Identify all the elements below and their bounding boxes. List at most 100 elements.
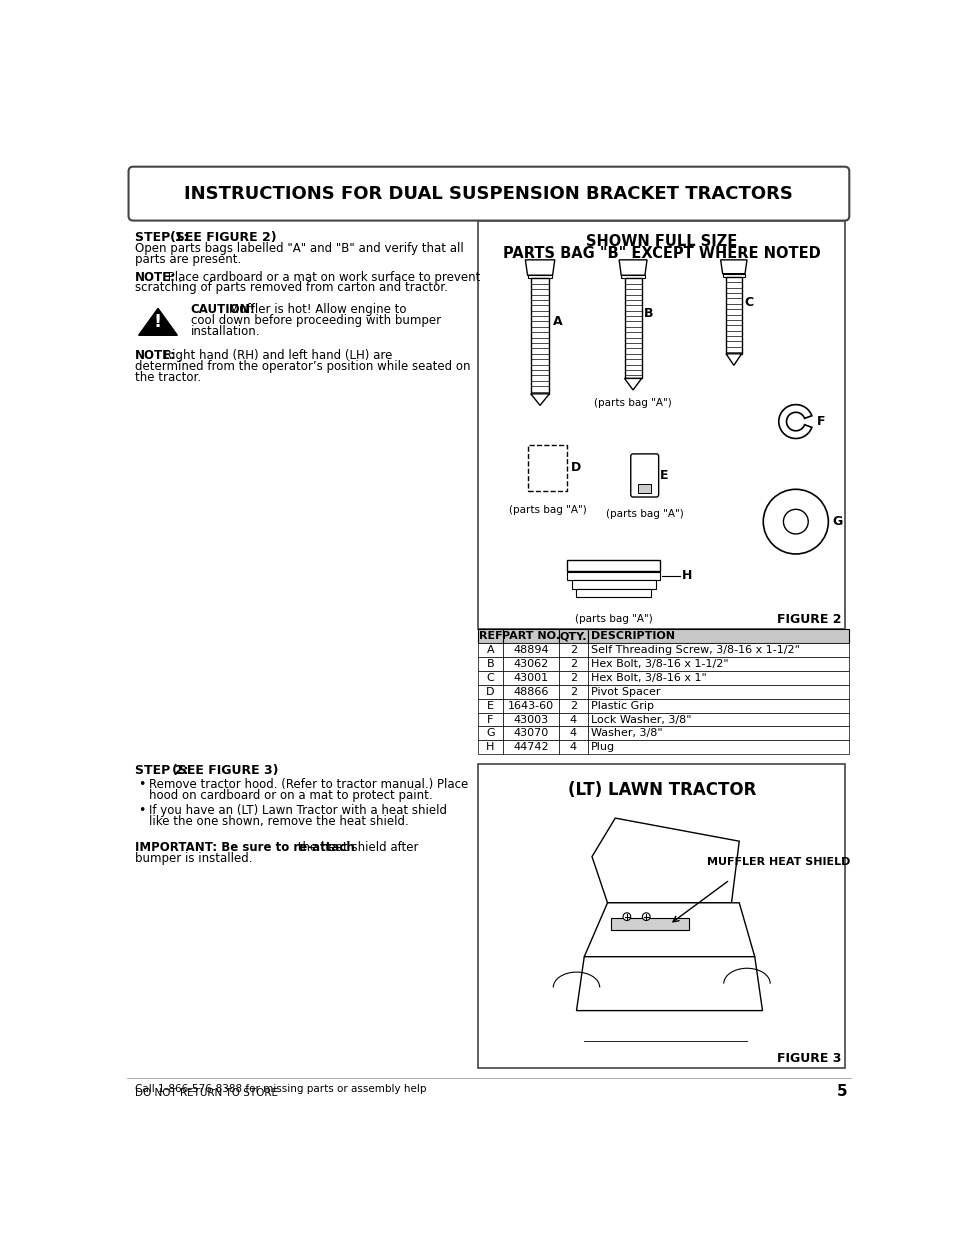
Bar: [587, 643, 847, 657]
Bar: [477, 671, 502, 685]
Bar: [558, 685, 587, 699]
Text: (parts bag "A"): (parts bag "A"): [575, 614, 652, 624]
Text: parts are present.: parts are present.: [134, 253, 241, 266]
Circle shape: [641, 913, 649, 920]
Bar: [587, 726, 847, 740]
Text: PART NO.: PART NO.: [501, 631, 559, 641]
Text: A: A: [486, 645, 494, 656]
Text: (parts bag "A"): (parts bag "A"): [594, 399, 671, 409]
Text: 2: 2: [569, 645, 577, 656]
Polygon shape: [624, 378, 641, 390]
Circle shape: [762, 489, 827, 555]
Text: Open parts bags labelled "A" and "B" and verify that all: Open parts bags labelled "A" and "B" and…: [134, 242, 463, 256]
Bar: [558, 671, 587, 685]
Text: bumper is installed.: bumper is installed.: [134, 852, 252, 864]
Text: Place cardboard or a mat on work surface to prevent: Place cardboard or a mat on work surface…: [164, 270, 480, 284]
Text: 2: 2: [569, 673, 577, 683]
Text: 2: 2: [569, 659, 577, 669]
Text: (parts bag "A"): (parts bag "A"): [605, 509, 683, 519]
Text: Right hand (RH) and left hand (LH) are: Right hand (RH) and left hand (LH) are: [164, 350, 393, 362]
Text: (SEE FIGURE 2): (SEE FIGURE 2): [171, 231, 276, 243]
Text: INSTRUCTIONS FOR DUAL SUSPENSION BRACKET TRACTORS: INSTRUCTIONS FOR DUAL SUSPENSION BRACKET…: [184, 184, 793, 203]
Text: SHOWN FULL SIZE: SHOWN FULL SIZE: [585, 233, 737, 248]
Text: 4: 4: [569, 715, 577, 725]
Bar: [502, 726, 558, 740]
Bar: [477, 726, 502, 740]
Polygon shape: [618, 259, 646, 275]
Bar: [502, 630, 558, 643]
Bar: [502, 699, 558, 713]
Bar: [587, 685, 847, 699]
Bar: [530, 278, 549, 394]
Polygon shape: [778, 405, 811, 438]
Text: STEP 1:: STEP 1:: [134, 231, 196, 243]
Bar: [611, 918, 688, 930]
Text: the tractor.: the tractor.: [134, 370, 201, 384]
Bar: [477, 699, 502, 713]
Text: (LT) LAWN TRACTOR: (LT) LAWN TRACTOR: [567, 782, 755, 799]
Bar: [725, 277, 740, 353]
Text: 2: 2: [569, 687, 577, 697]
Text: hood on cardboard or on a mat to protect paint.: hood on cardboard or on a mat to protect…: [149, 789, 432, 802]
Text: Washer, 3/8": Washer, 3/8": [591, 729, 662, 739]
Text: H: H: [681, 569, 692, 582]
Bar: [502, 657, 558, 671]
Text: determined from the operator’s position while seated on: determined from the operator’s position …: [134, 359, 470, 373]
Bar: [571, 580, 655, 589]
Text: the heat shield after: the heat shield after: [294, 841, 417, 855]
Text: 5: 5: [836, 1084, 847, 1099]
Text: G: G: [831, 515, 841, 529]
Text: F: F: [487, 715, 493, 725]
Bar: [722, 274, 744, 277]
Bar: [620, 275, 644, 278]
Text: FIGURE 2: FIGURE 2: [777, 613, 841, 626]
Text: MUFFLER HEAT SHIELD: MUFFLER HEAT SHIELD: [706, 857, 849, 867]
FancyBboxPatch shape: [129, 167, 848, 221]
FancyBboxPatch shape: [630, 454, 658, 496]
Bar: [567, 572, 659, 580]
Polygon shape: [725, 353, 740, 366]
Text: E: E: [486, 700, 494, 710]
Bar: [576, 589, 650, 597]
Bar: [477, 657, 502, 671]
Bar: [477, 643, 502, 657]
Bar: [502, 685, 558, 699]
Text: 43001: 43001: [513, 673, 548, 683]
Text: 48866: 48866: [513, 687, 548, 697]
Text: H: H: [486, 742, 495, 752]
Bar: [502, 713, 558, 726]
Bar: [587, 671, 847, 685]
Text: 48894: 48894: [513, 645, 548, 656]
Text: Hex Bolt, 3/8-16 x 1-1/2": Hex Bolt, 3/8-16 x 1-1/2": [591, 659, 728, 669]
Text: D: D: [486, 687, 495, 697]
Bar: [477, 685, 502, 699]
Bar: [587, 699, 847, 713]
Text: Lock Washer, 3/8": Lock Washer, 3/8": [591, 715, 691, 725]
Bar: [567, 561, 659, 571]
Text: PARTS BAG "B" EXCEPT WHERE NOTED: PARTS BAG "B" EXCEPT WHERE NOTED: [502, 246, 820, 261]
Bar: [502, 740, 558, 755]
Bar: [558, 726, 587, 740]
Text: NOTE:: NOTE:: [134, 350, 175, 362]
Text: !: !: [153, 314, 162, 331]
Text: scratching of parts removed from carton and tractor.: scratching of parts removed from carton …: [134, 282, 447, 294]
Text: Plug: Plug: [591, 742, 615, 752]
Bar: [477, 740, 502, 755]
Bar: [527, 275, 552, 278]
Bar: [558, 699, 587, 713]
Text: Plastic Grip: Plastic Grip: [591, 700, 654, 710]
Text: F: F: [816, 415, 824, 429]
Polygon shape: [530, 394, 549, 405]
Text: •: •: [137, 778, 145, 792]
Text: B: B: [643, 308, 653, 320]
Text: 43062: 43062: [513, 659, 548, 669]
Bar: [638, 484, 650, 493]
Text: Hex Bolt, 3/8-16 x 1": Hex Bolt, 3/8-16 x 1": [591, 673, 706, 683]
Bar: [587, 740, 847, 755]
Text: cool down before proceeding with bumper: cool down before proceeding with bumper: [191, 314, 440, 327]
Polygon shape: [576, 957, 761, 1010]
Polygon shape: [583, 903, 754, 957]
Bar: [502, 671, 558, 685]
Bar: [624, 278, 641, 378]
Text: DESCRIPTION: DESCRIPTION: [591, 631, 675, 641]
